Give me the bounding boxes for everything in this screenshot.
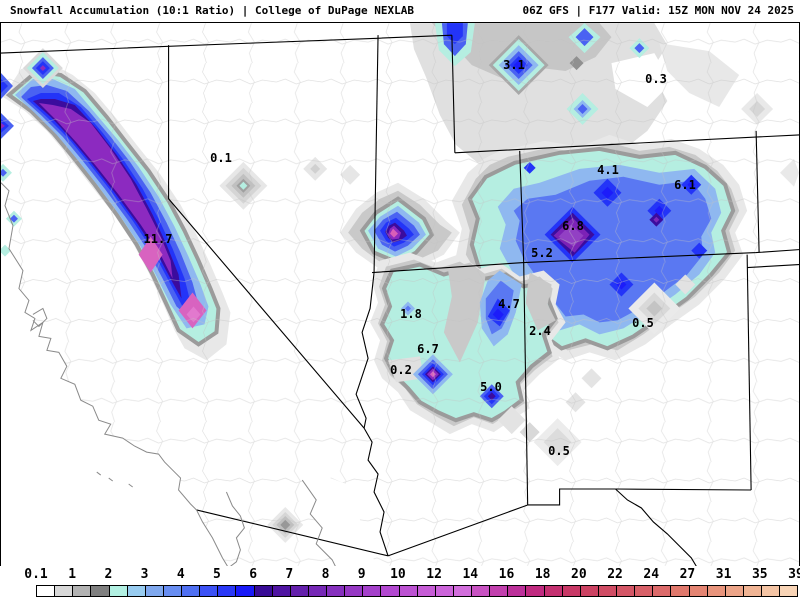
colorbar-tick-label: 24 xyxy=(643,567,660,582)
colorbar-segment xyxy=(236,586,255,596)
colorbar-tick-label: 14 xyxy=(462,567,479,582)
colorbar-segment xyxy=(109,586,128,596)
colorbar-segment xyxy=(508,586,527,596)
colorbar-tick-label: 22 xyxy=(607,567,623,582)
colorbar-segment xyxy=(163,586,182,596)
map-title: Snowfall Accumulation (10:1 Ratio) | Col… xyxy=(10,4,414,17)
colorbar-segment xyxy=(490,586,509,596)
state-boundaries xyxy=(1,34,799,566)
snowfall-map xyxy=(1,23,799,566)
colorbar-segment xyxy=(127,586,146,596)
colorbar-tick-label: 2 xyxy=(104,567,113,582)
colorbar-tick-label: 20 xyxy=(571,567,587,582)
colorbar-segment xyxy=(381,586,400,596)
colorbar-tick-label: 27 xyxy=(679,567,696,582)
colorbar-tick-label: 12 xyxy=(426,567,442,582)
colorbar-segment xyxy=(762,586,781,596)
colorbar-tick-label: 35 xyxy=(751,567,768,582)
colorbar-tick-label: 1 xyxy=(68,567,77,582)
colorbar-tick-label: 16 xyxy=(498,567,515,582)
model-valid-time: 06Z GFS | F177 Valid: 15Z MON NOV 24 202… xyxy=(522,4,794,17)
colorbar-segment xyxy=(689,586,708,596)
coastline xyxy=(1,182,336,566)
colorbar-tick-label: 7 xyxy=(285,567,294,582)
colorbar-segment xyxy=(200,586,219,596)
colorbar-segment xyxy=(707,586,726,596)
colorbar-segment xyxy=(435,586,454,596)
title-bar: Snowfall Accumulation (10:1 Ratio) | Col… xyxy=(0,0,800,22)
colorbar-tick-label: 3 xyxy=(140,567,149,582)
colorbar-segment xyxy=(635,586,654,596)
colorbar-segment xyxy=(453,586,472,596)
colorbar-segment xyxy=(580,586,599,596)
colorbar-segment xyxy=(544,586,563,596)
colorbar-segment xyxy=(73,586,92,596)
colorbar-tick-label: 10 xyxy=(390,567,406,582)
colorbar-segment xyxy=(653,586,672,596)
colorbar-segment xyxy=(37,586,56,596)
colorbar-segment xyxy=(472,586,491,596)
colorbar-segment xyxy=(562,586,581,596)
colorbar-tick-label: 18 xyxy=(534,567,551,582)
colorbar-segment xyxy=(254,586,273,596)
colorbar-ticks: 0.1 1 2 3 4 5 6 7 8 9 10 12 14 16 18 20 22 24 27 31 35 39 xyxy=(0,567,800,582)
colorbar-tick-label: 5 xyxy=(213,567,221,582)
colorbar-segment xyxy=(218,586,237,596)
colorbar-tick-label: 4 xyxy=(176,567,185,582)
colorbar-segment xyxy=(399,586,418,596)
colorbar-segment xyxy=(182,586,201,596)
colorbar-segment xyxy=(780,586,798,596)
colorbar-segment xyxy=(308,586,327,596)
coastal-snow-diamonds xyxy=(1,163,22,257)
colorbar-segment xyxy=(526,586,545,596)
colorbar-tick-label: 9 xyxy=(357,567,366,582)
colorbar-segment xyxy=(725,586,744,596)
colorbar-segment xyxy=(327,586,346,596)
colorbar-segment xyxy=(743,586,762,596)
colorbar-segment xyxy=(345,586,364,596)
colorbar-segment xyxy=(617,586,636,596)
colorbar-segment xyxy=(598,586,617,596)
colorbar-tick-label: 39 xyxy=(788,567,800,582)
colorbar-segment xyxy=(272,586,291,596)
water xyxy=(1,182,378,566)
colorbar-tick-label: 31 xyxy=(715,567,732,582)
colorbar-segments xyxy=(36,585,798,597)
colorbar-segment xyxy=(671,586,690,596)
colorbar-segment xyxy=(91,586,110,596)
colorbar-segment xyxy=(363,586,382,596)
colorbar-segment xyxy=(55,586,74,596)
colorbar-segment xyxy=(145,586,164,596)
colorbar-segment xyxy=(417,586,436,596)
colorbar: 0.1 1 2 3 4 5 6 7 8 9 10 12 14 16 18 20 22 24 27 31 35 39 xyxy=(0,566,800,600)
colorbar-tick-label: 0.1 xyxy=(24,567,48,582)
colorbar-tick-label: 8 xyxy=(321,567,330,582)
map-frame: 3.1 0.3 0.1 4.1 6.1 11.7 6.8 5.2 4.7 1.8 2.4 0.5 6.7… xyxy=(0,22,800,567)
colorbar-segment xyxy=(290,586,309,596)
colorbar-tick-label: 6 xyxy=(249,567,258,582)
